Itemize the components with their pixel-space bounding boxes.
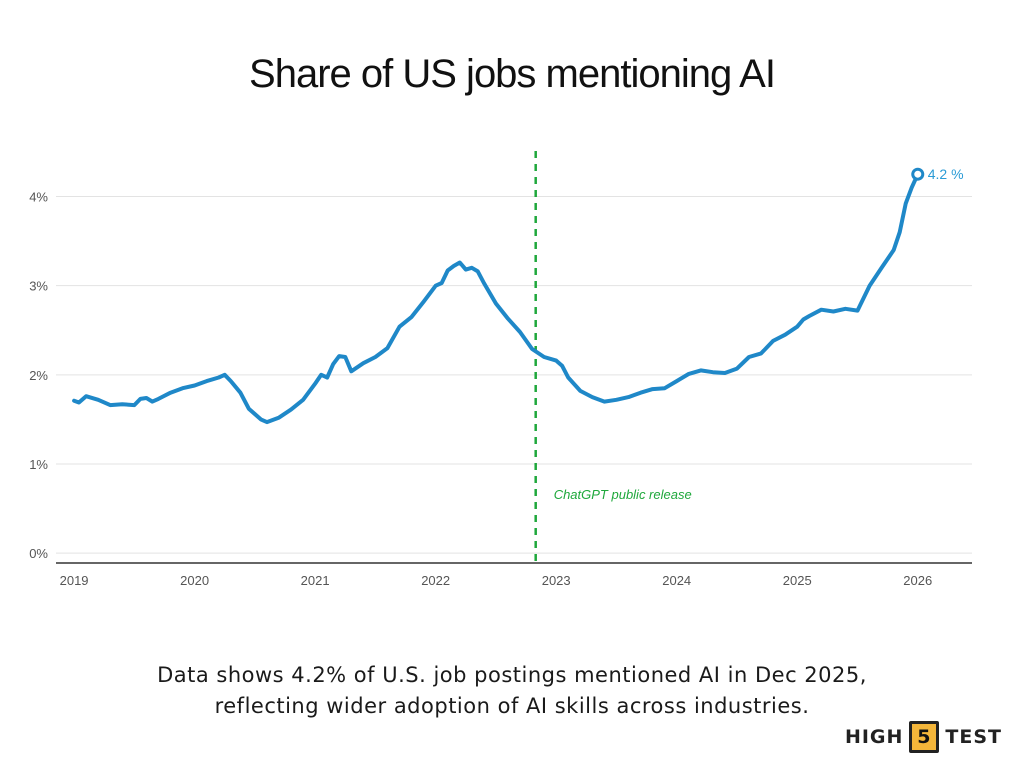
y-tick-label: 0% bbox=[29, 546, 48, 561]
brand-logo: HIGH 5 TEST bbox=[844, 721, 1002, 753]
x-tick-label: 2023 bbox=[542, 573, 571, 588]
x-tick-label: 2026 bbox=[903, 573, 932, 588]
brand-number-badge: 5 bbox=[909, 721, 940, 753]
y-tick-label: 1% bbox=[29, 457, 48, 472]
x-tick-label: 2019 bbox=[60, 573, 89, 588]
end-point-marker bbox=[911, 167, 925, 181]
y-tick-label: 2% bbox=[29, 368, 48, 383]
x-tick-label: 2022 bbox=[421, 573, 450, 588]
chart-area: 0% 1% 2% 3% 4% 2019 2020 2021 2022 2023 2024 2025 2… bbox=[26, 133, 998, 609]
end-value-label: 4.2 % bbox=[928, 166, 964, 182]
annotation-label: ChatGPT public release bbox=[554, 487, 692, 502]
chart-title: Share of US jobs mentioning AI bbox=[249, 52, 776, 96]
x-tick-label: 2024 bbox=[662, 573, 691, 588]
y-tick-label: 3% bbox=[29, 279, 48, 294]
x-tick-label: 2020 bbox=[180, 573, 209, 588]
caption-line-1: Data shows 4.2% of U.S. job postings men… bbox=[157, 663, 867, 687]
line-chart: 0% 1% 2% 3% 4% 2019 2020 2021 2022 2023 2024 2025 2… bbox=[29, 151, 972, 588]
chart-caption: Data shows 4.2% of U.S. job postings men… bbox=[0, 660, 1024, 722]
y-tick-label: 4% bbox=[29, 190, 48, 205]
series-line bbox=[72, 172, 920, 425]
brand-text-left: HIGH bbox=[844, 726, 904, 748]
x-tick-label: 2025 bbox=[783, 573, 812, 588]
caption-line-2: reflecting wider adoption of AI skills a… bbox=[214, 694, 810, 718]
x-tick-label: 2021 bbox=[301, 573, 330, 588]
brand-text-right: TEST bbox=[945, 726, 1002, 748]
